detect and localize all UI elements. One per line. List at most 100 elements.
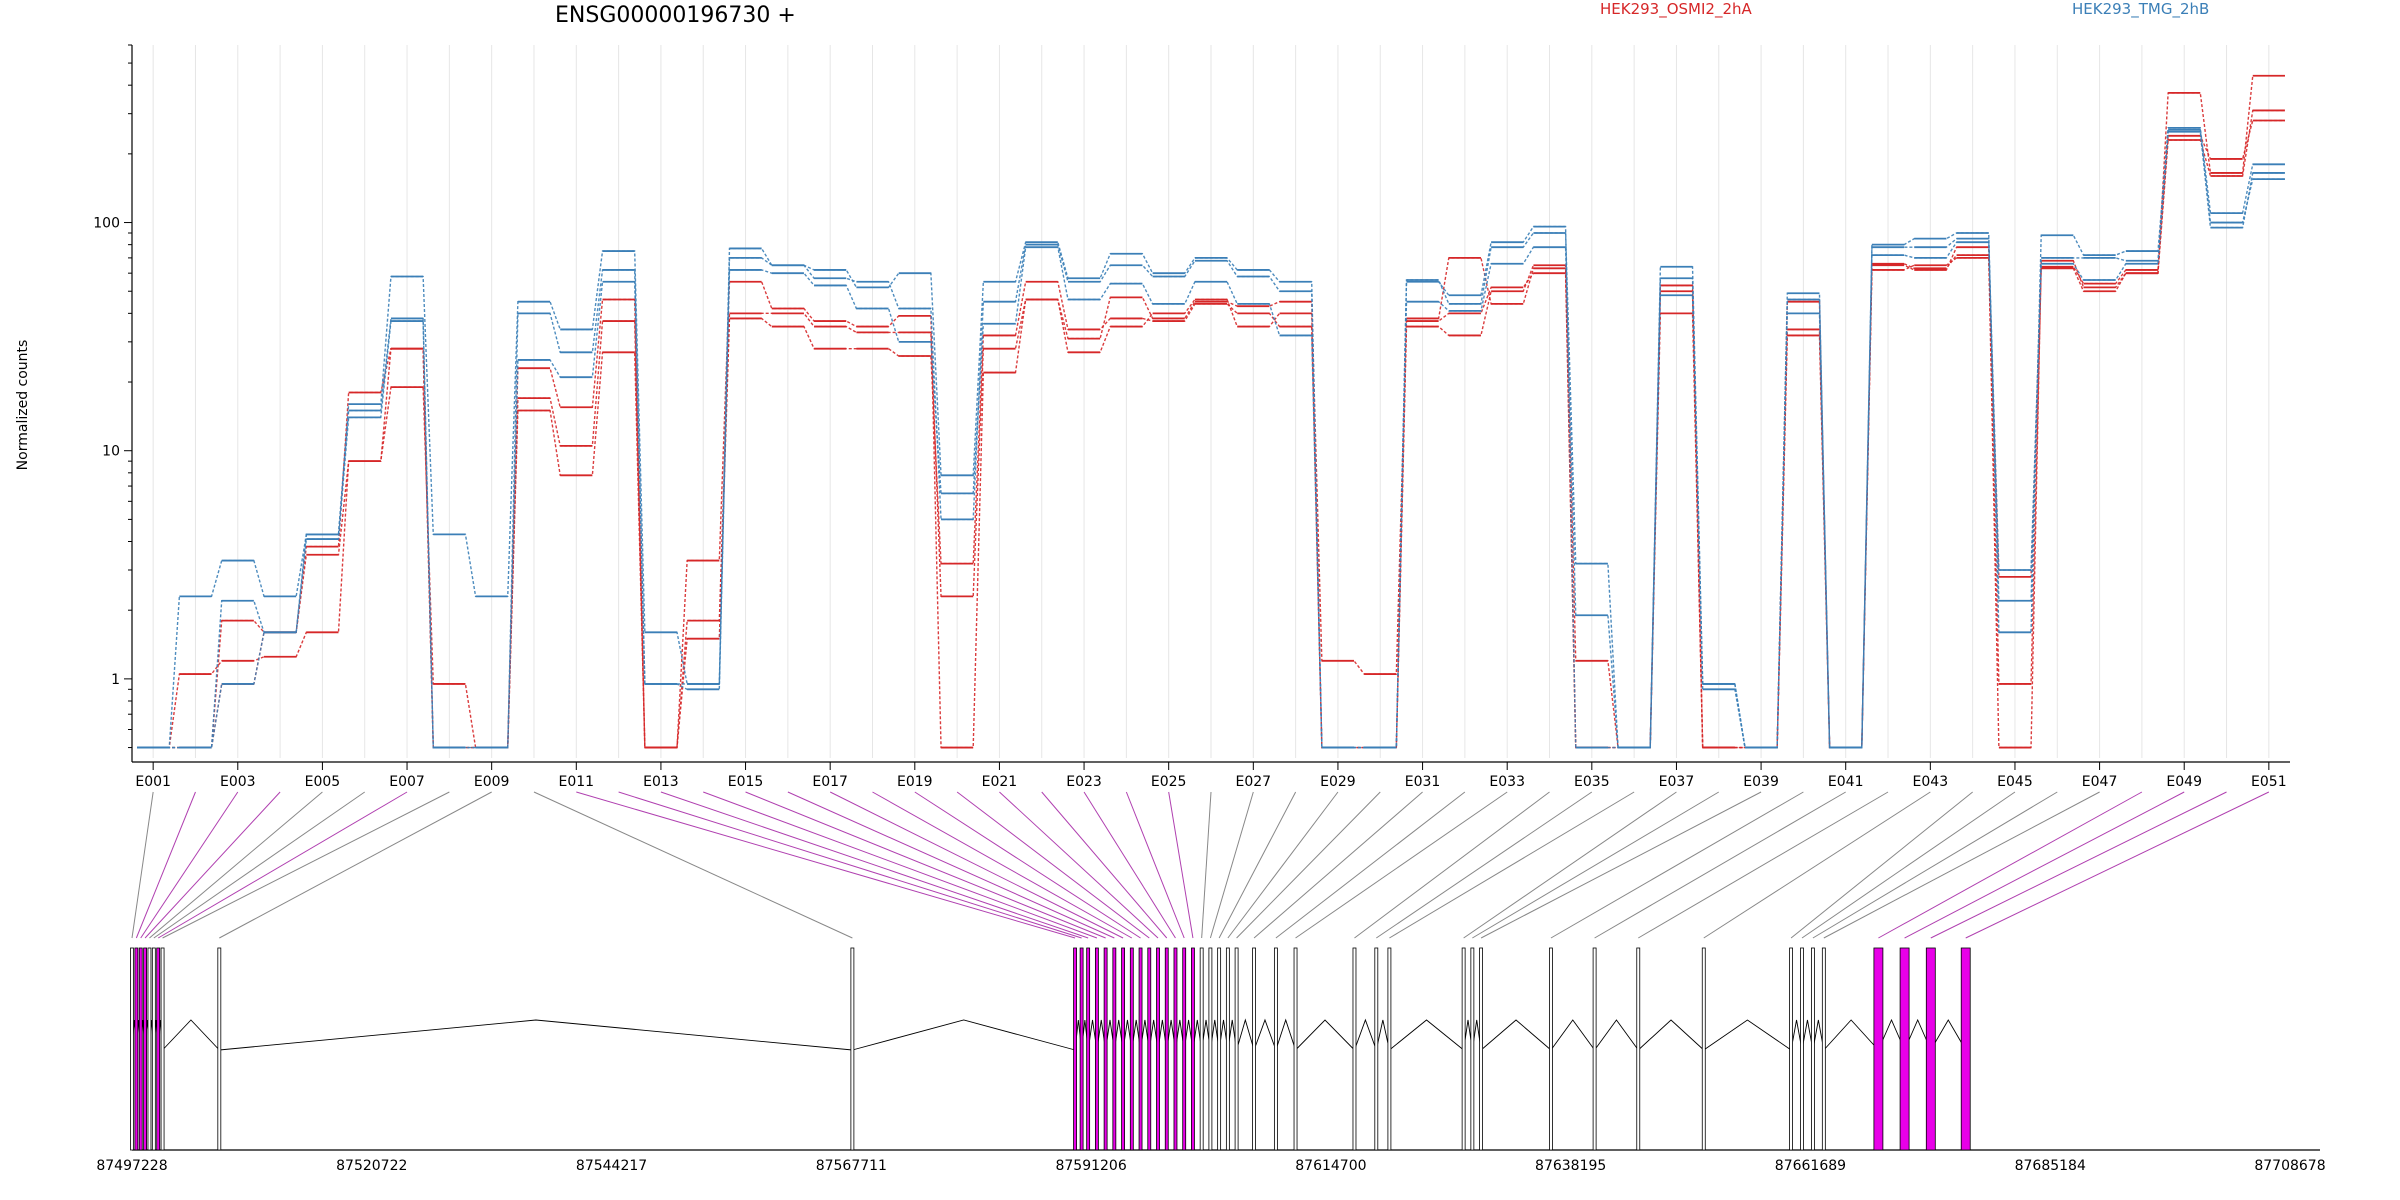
intron-line	[162, 1019, 220, 1051]
coordinate-tick-label: 87614700	[1295, 1158, 1366, 1174]
exon-connector	[703, 791, 1098, 939]
x-tick-label: E041	[1828, 774, 1864, 790]
exon-connector	[956, 791, 1150, 939]
exon-connector	[1209, 791, 1254, 939]
exon-block	[1164, 947, 1169, 1151]
exon-block	[1811, 947, 1815, 1151]
x-tick-label: E039	[1743, 774, 1779, 790]
x-tick-label: E031	[1405, 774, 1441, 790]
exon-connector	[1930, 791, 2227, 939]
exon-block	[1701, 947, 1706, 1151]
intron-line	[852, 1019, 1076, 1051]
x-tick-label: E009	[474, 774, 510, 790]
exon-block	[1800, 947, 1804, 1151]
intron-line	[1253, 1018, 1277, 1051]
exon-block	[1273, 947, 1278, 1151]
exon-block	[1129, 947, 1134, 1151]
exon-connector	[1463, 791, 1677, 939]
x-tick-label: E001	[135, 774, 171, 790]
exon-connector	[1480, 791, 1762, 939]
exon-block	[1374, 947, 1379, 1151]
exon-connector-lines	[131, 791, 2270, 939]
coordinate-tick-label: 87638195	[1535, 1158, 1606, 1174]
exon-connector	[1594, 791, 1846, 939]
exon-block	[1636, 947, 1641, 1151]
exon-connector	[829, 791, 1124, 939]
x-tick-label: E011	[559, 774, 595, 790]
exon-block	[1873, 947, 1884, 1151]
y-tick-label: 10	[102, 444, 120, 460]
exon-connector	[131, 791, 154, 939]
exon-connector	[660, 791, 1089, 939]
exon-connector	[1125, 791, 1185, 939]
exon-block	[1821, 947, 1826, 1151]
exon-block	[1225, 947, 1230, 1151]
exon-block	[1217, 947, 1222, 1151]
exon-connector	[872, 791, 1133, 939]
x-tick-label: E051	[2251, 774, 2287, 790]
chart-title: ENSG00000196730 +	[555, 3, 796, 28]
exon-connector	[1218, 791, 1297, 939]
coordinate-tick-label: 87591206	[1055, 1158, 1126, 1174]
intron-line	[1550, 1019, 1595, 1051]
exon-connector	[149, 791, 323, 939]
exon-connector	[162, 791, 450, 939]
x-tick-label: E023	[1066, 774, 1102, 790]
exon-block	[1461, 947, 1466, 1151]
intron-line	[1354, 1018, 1377, 1051]
x-tick-label: E007	[389, 774, 425, 790]
exon-connector	[1253, 791, 1423, 939]
intron-line	[219, 1019, 853, 1051]
coordinate-tick-label: 87661689	[1775, 1158, 1846, 1174]
exon-block	[1960, 947, 1971, 1151]
exon-block	[147, 947, 152, 1151]
exon-block	[1208, 947, 1213, 1151]
intron-line	[1389, 1019, 1464, 1051]
exon-connector	[1236, 791, 1381, 939]
exon-connector	[745, 791, 1106, 939]
axes: 1 10 100 E001 E003 E005 E007 E009 E011 E013 E015 E0…	[93, 44, 2290, 790]
exon-connector	[1703, 791, 1931, 939]
intron-line	[1823, 1019, 1879, 1051]
exon-block	[1073, 947, 1077, 1151]
exon-connector	[1812, 791, 2058, 939]
coordinate-tick-label: 87544217	[576, 1158, 647, 1174]
y-tick-label: 1	[111, 672, 120, 688]
exon-connector	[1965, 791, 2270, 939]
intron-line	[1236, 1018, 1255, 1051]
x-tick-label: E005	[305, 774, 341, 790]
exon-block	[1094, 947, 1099, 1151]
exon-block	[1103, 947, 1108, 1151]
coordinate-tick-label: 87497228	[96, 1158, 167, 1174]
exon-connector	[153, 791, 366, 939]
exon-connector	[533, 791, 853, 939]
intron-line	[1375, 1019, 1390, 1051]
exon-connector	[144, 791, 281, 939]
exon-block	[1925, 947, 1936, 1151]
exon-block	[1234, 947, 1239, 1151]
exon-connector	[1201, 791, 1212, 939]
exon-block	[1252, 947, 1256, 1151]
exon-block	[1199, 947, 1204, 1151]
exon-block	[156, 947, 161, 1151]
y-tick-label: 100	[93, 216, 120, 232]
exon-block	[1138, 947, 1143, 1151]
x-tick-label: E015	[728, 774, 764, 790]
exon-connector	[1041, 791, 1168, 939]
exon-connector	[1472, 791, 1720, 939]
exon-block	[1112, 947, 1117, 1151]
vertical-gridlines	[152, 45, 2270, 758]
exon-connector	[1376, 791, 1593, 939]
exon-connector	[1389, 791, 1635, 939]
exon-connector	[1354, 791, 1550, 939]
x-tick-label: E013	[643, 774, 679, 790]
intron-line	[1637, 1019, 1705, 1051]
exon-block	[1182, 947, 1187, 1151]
x-tick-label: E019	[897, 774, 933, 790]
coordinate-tick-label: 87567711	[816, 1158, 887, 1174]
x-tick-label: E017	[812, 774, 848, 790]
exon-connector	[1168, 791, 1194, 939]
exon-connector	[1295, 791, 1508, 939]
exon-block	[1173, 947, 1178, 1151]
